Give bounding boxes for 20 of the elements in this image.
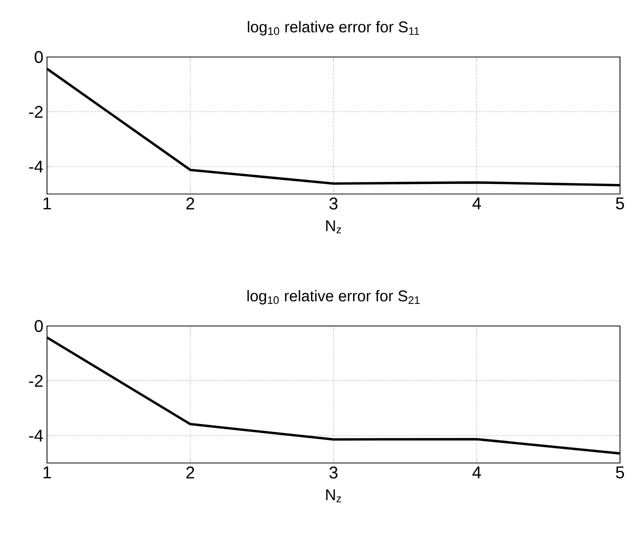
x-tick-label: 3 bbox=[329, 198, 338, 210]
x-tick-label: 1 bbox=[44, 198, 51, 210]
x-tick-label: 2 bbox=[186, 198, 194, 210]
x-axis-title: N$_{z}$ bbox=[326, 220, 342, 234]
x-tick-label: 4 bbox=[472, 466, 481, 478]
chart-title: log$_{10}$ relative error for S$_{21}$ bbox=[247, 290, 420, 304]
y-tick-label: 0 bbox=[34, 320, 43, 332]
x-tick-label: 2 bbox=[186, 466, 194, 478]
x-tick-label: 3 bbox=[329, 466, 338, 479]
y-tick-label: -4 bbox=[29, 160, 43, 172]
y-tick-label: -2 bbox=[29, 374, 43, 387]
chart-title: log$_{10}$ relative error for S$_{11}$ bbox=[248, 21, 420, 36]
x-tick-label: 5 bbox=[616, 198, 624, 210]
y-tick-label: 0 bbox=[34, 50, 43, 64]
x-axis-title: N$_{z}$ bbox=[326, 489, 342, 502]
x-tick-label: 5 bbox=[616, 466, 624, 478]
y-tick-label: -2 bbox=[29, 106, 43, 118]
x-tick-label: 1 bbox=[44, 466, 51, 478]
x-tick-label: 4 bbox=[472, 198, 481, 210]
y-tick-label: -4 bbox=[29, 430, 43, 442]
